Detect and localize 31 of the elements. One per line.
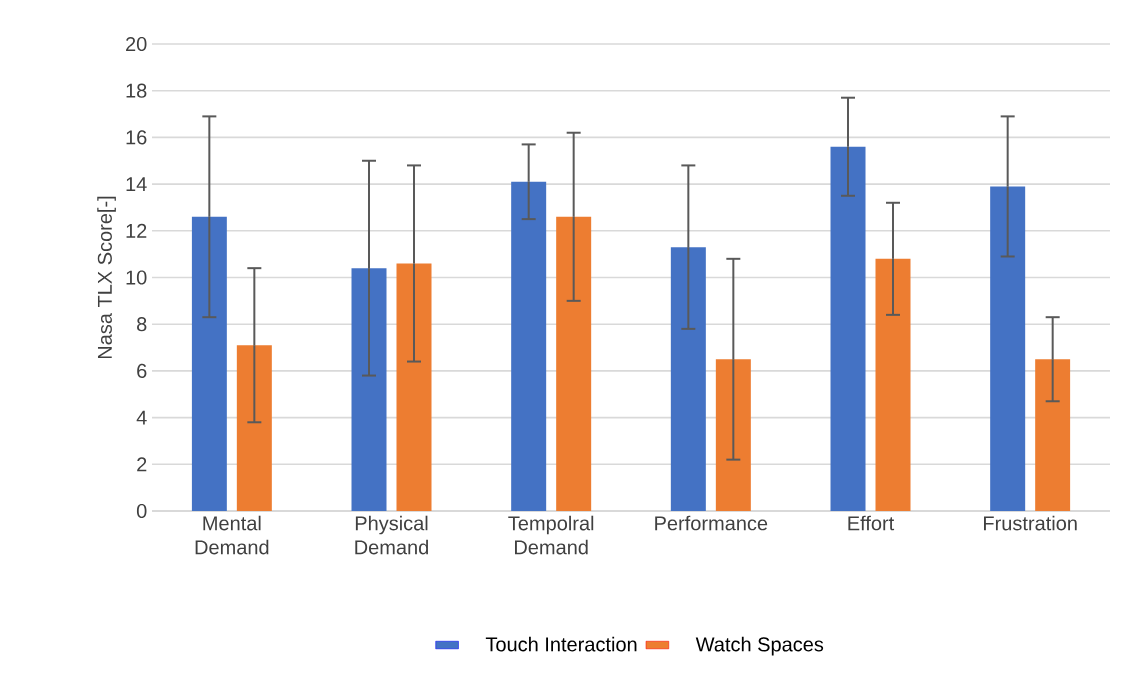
bar [1035, 359, 1071, 511]
x-tick-label: Frustration [984, 515, 1077, 531]
y-tick-label: 4 [136, 410, 147, 425]
x-tick-label: Performance [655, 515, 768, 531]
x-tick-label: Physical Demand [355, 515, 428, 555]
bar [875, 258, 911, 511]
y-tick-label: 18 [126, 83, 147, 98]
legend-label: Watch Spaces [695, 636, 824, 656]
bar [511, 181, 547, 511]
bar [351, 268, 387, 511]
y-tick-label: 12 [126, 223, 147, 238]
y-tick-label: 0 [136, 503, 147, 519]
bar [191, 216, 227, 511]
bar [830, 146, 866, 511]
y-tick-label: 16 [126, 130, 147, 145]
y-tick-label: 6 [137, 363, 147, 378]
bar [670, 247, 706, 511]
y-tick-label: 14 [126, 177, 147, 191]
y-tick-label: 20 [126, 36, 147, 52]
y-tick-label: 8 [137, 317, 147, 332]
legend-label: Touch Interaction [485, 636, 637, 652]
x-tick-label: Tempolral Demand [508, 515, 594, 555]
bar [236, 345, 272, 511]
y-axis-title: Nasa TLX Score[-] [97, 196, 116, 359]
y-tick-label: 2 [137, 457, 147, 472]
x-tick-label: Mental Demand [195, 515, 269, 555]
bar [990, 186, 1026, 511]
x-tick-label: Effort [848, 515, 895, 531]
bar [396, 263, 432, 511]
y-tick-label: 10 [126, 270, 147, 285]
bar [556, 216, 592, 511]
